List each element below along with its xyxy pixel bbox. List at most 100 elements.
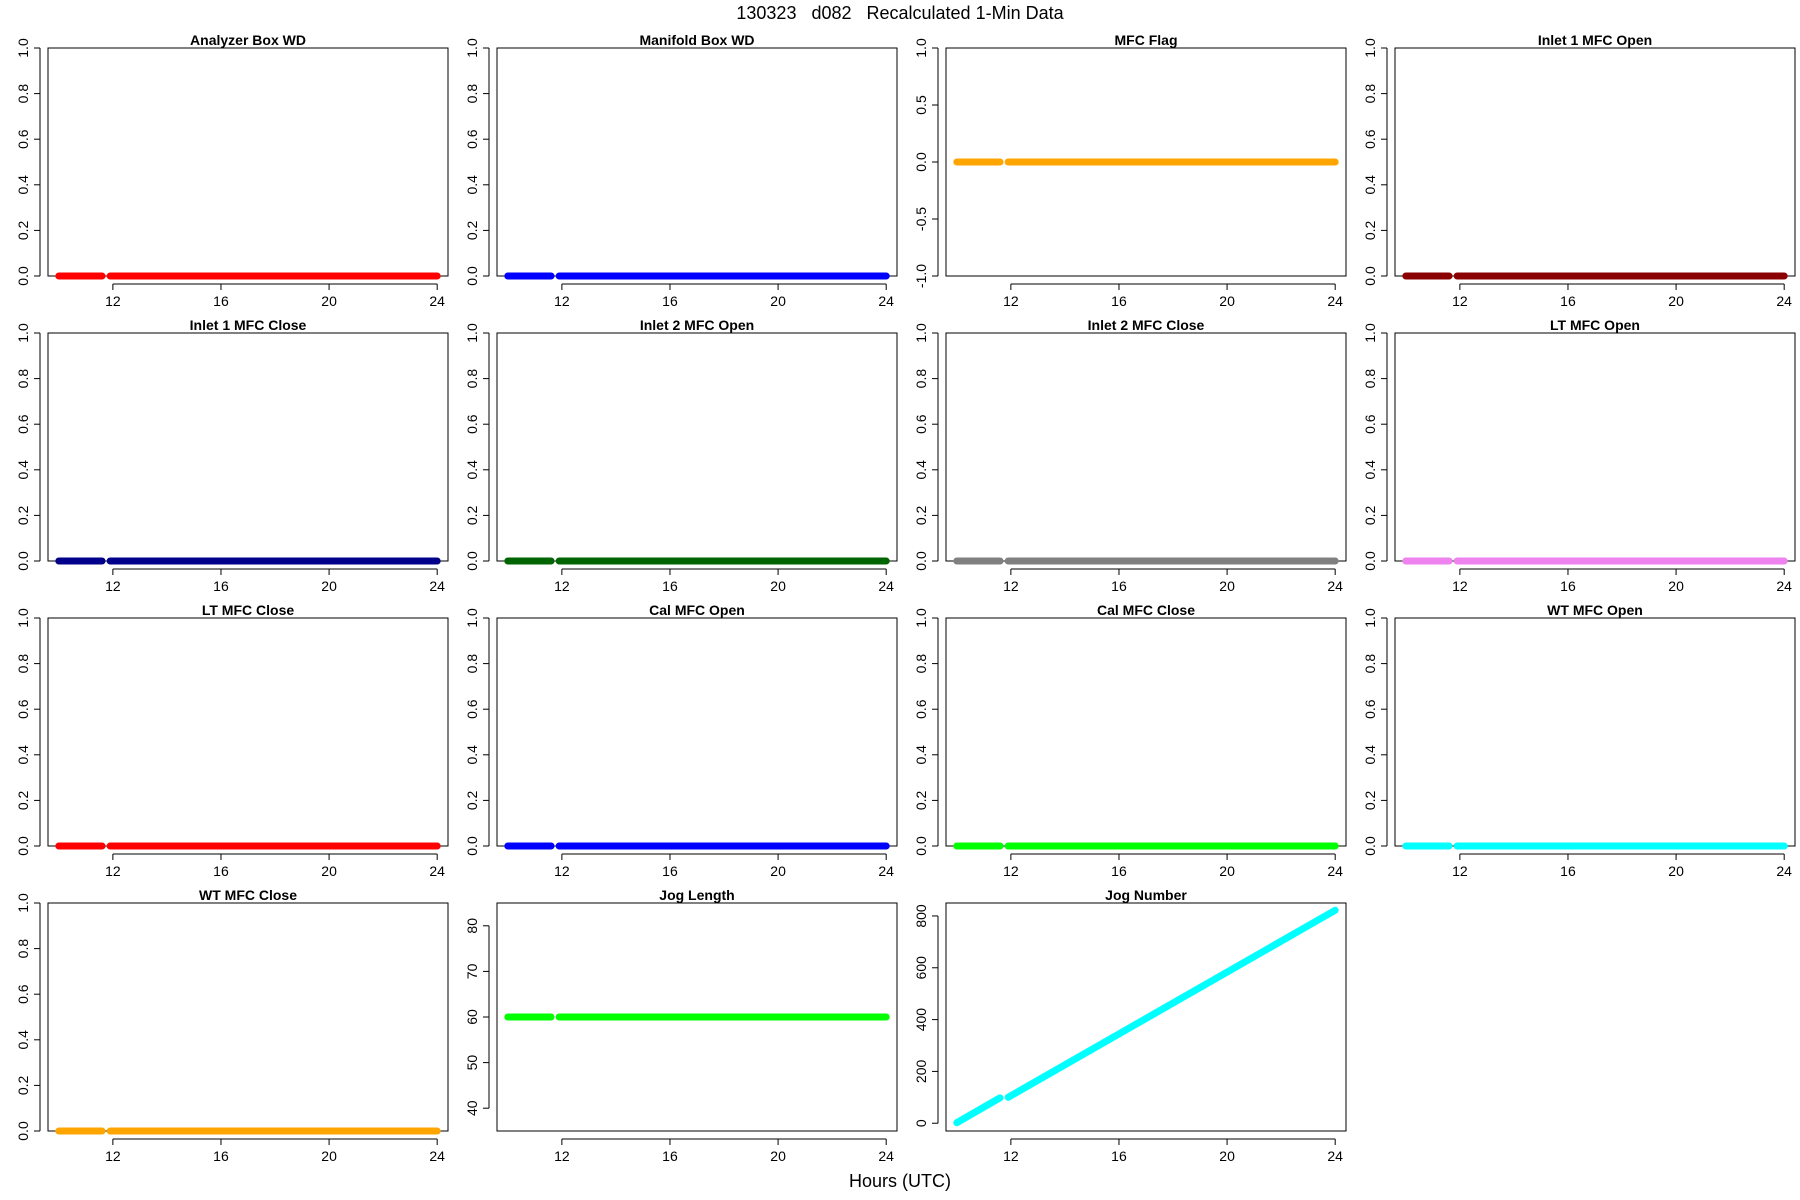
y-tick-label: 0.2 [464,505,480,525]
x-tick-label: 24 [1776,578,1792,594]
y-tick-label: 600 [913,956,929,980]
y-tick-label: 0.2 [15,505,31,525]
panel-1: Manifold Box WD 12 16 20 24 0.0 0.2 0.4 0.6 0.8 1.… [464,32,898,309]
x-tick-label: 20 [770,578,786,594]
panel-6: Inlet 2 MFC Close 12 16 20 24 0.0 0.2 0.4 0.6 0.8… [913,317,1347,594]
plot-frame [945,332,1347,562]
plot-frame [496,332,898,562]
y-tick-label: 0.4 [15,745,31,765]
plot-frame [945,902,1347,1132]
x-tick-label: 24 [878,293,894,309]
x-tick-label: 20 [321,1148,337,1164]
y-tick-label: 0.2 [1362,220,1378,240]
y-tick-label: 0.6 [464,414,480,434]
panel-title: LT MFC Close [202,602,295,618]
x-tick-label: 20 [1219,293,1235,309]
y-tick-label: 0.0 [15,1121,31,1141]
plot-frame [1394,332,1796,562]
x-tick-label: 20 [1219,1148,1235,1164]
x-tick-label: 24 [1327,863,1343,879]
y-tick-label: 70 [464,963,480,979]
y-tick-label: 0.4 [913,460,929,480]
y-tick-label: 0.6 [464,699,480,719]
panel-10: Cal MFC Close 12 16 20 24 0.0 0.2 0.4 0.6 0.8 1.0 [913,602,1347,879]
y-tick-label: 1.0 [913,323,929,343]
y-tick-label: 0.0 [464,551,480,571]
page-title: 130323 d082 Recalculated 1-Min Data [736,3,1064,23]
y-tick-label: 0.2 [15,790,31,810]
x-tick-label: 16 [213,293,229,309]
x-tick-label: 16 [213,1148,229,1164]
panel-11: WT MFC Open 12 16 20 24 0.0 0.2 0.4 0.6 0.8 1.0 [1362,602,1796,879]
y-tick-label: 1.0 [15,893,31,913]
x-tick-label: 16 [213,863,229,879]
y-tick-label: 1.0 [913,608,929,628]
x-tick-label: 20 [1219,863,1235,879]
y-tick-label: 0.2 [464,790,480,810]
y-tick-label: 0.0 [15,836,31,856]
x-tick-label: 12 [105,293,121,309]
panel-7: LT MFC Open 12 16 20 24 0.0 0.2 0.4 0.6 0.8 1.0 [1362,317,1796,594]
x-tick-label: 12 [1452,578,1468,594]
x-tick-label: 16 [1111,578,1127,594]
y-tick-label: 0.8 [1362,654,1378,674]
x-tick-label: 16 [1111,293,1127,309]
x-tick-label: 16 [662,578,678,594]
plot-frame [47,332,449,562]
panel-13: Jog Length 12 16 20 24 40 50 60 70 80 [464,887,898,1164]
y-tick-label: 80 [464,918,480,934]
panel-5: Inlet 2 MFC Open 12 16 20 24 0.0 0.2 0.4 0.6 0.8 1… [464,317,898,594]
panel-title: Inlet 1 MFC Close [190,317,307,333]
panel-4: Inlet 1 MFC Close 12 16 20 24 0.0 0.2 0.4 0.6 0.8… [15,317,449,594]
y-tick-label: 0.4 [464,460,480,480]
y-tick-label: 60 [464,1009,480,1025]
y-tick-label: 0.6 [913,414,929,434]
x-tick-label: 12 [105,863,121,879]
x-tick-label: 20 [770,1148,786,1164]
y-tick-label: -1.0 [913,264,929,288]
x-tick-label: 20 [770,863,786,879]
y-tick-label: 1.0 [15,323,31,343]
x-tick-label: 24 [878,578,894,594]
x-tick-label: 16 [1560,293,1576,309]
y-tick-label: 0.0 [913,152,929,172]
y-tick-label: 0.0 [464,836,480,856]
series-segment [1004,906,1339,1101]
y-tick-label: 0.2 [913,790,929,810]
y-tick-label: 0.4 [1362,745,1378,765]
y-tick-label: 0.8 [15,84,31,104]
panel-title: Inlet 2 MFC Close [1088,317,1205,333]
y-tick-label: 0.8 [15,939,31,959]
y-tick-label: 0.0 [913,836,929,856]
y-tick-label: 0.6 [15,699,31,719]
y-tick-label: 0.8 [1362,369,1378,389]
y-tick-label: 0.8 [464,84,480,104]
x-tick-label: 12 [105,578,121,594]
series-segment [953,1094,1004,1127]
y-tick-label: 0.0 [1362,836,1378,856]
x-tick-label: 20 [1219,578,1235,594]
y-tick-label: 400 [913,1008,929,1032]
x-axis-label: Hours (UTC) [849,1171,951,1191]
x-tick-label: 20 [770,293,786,309]
plot-frame [1394,47,1796,277]
y-tick-label: 0.6 [15,984,31,1004]
y-tick-label: 0.6 [15,414,31,434]
x-tick-label: 16 [1560,578,1576,594]
y-tick-label: 0.6 [913,699,929,719]
x-tick-label: 12 [554,578,570,594]
y-tick-label: 0.6 [1362,699,1378,719]
x-tick-label: 24 [878,863,894,879]
x-tick-label: 12 [554,293,570,309]
panel-title: LT MFC Open [1550,317,1640,333]
y-tick-label: 1.0 [1362,38,1378,58]
x-tick-label: 24 [429,863,445,879]
y-tick-label: 0.2 [1362,505,1378,525]
y-tick-label: 1.0 [1362,323,1378,343]
y-tick-label: 0.4 [15,1030,31,1050]
y-tick-label: 0.8 [913,654,929,674]
y-tick-label: 0.6 [1362,414,1378,434]
panel-title: MFC Flag [1115,32,1178,48]
plot-frame [496,902,898,1132]
